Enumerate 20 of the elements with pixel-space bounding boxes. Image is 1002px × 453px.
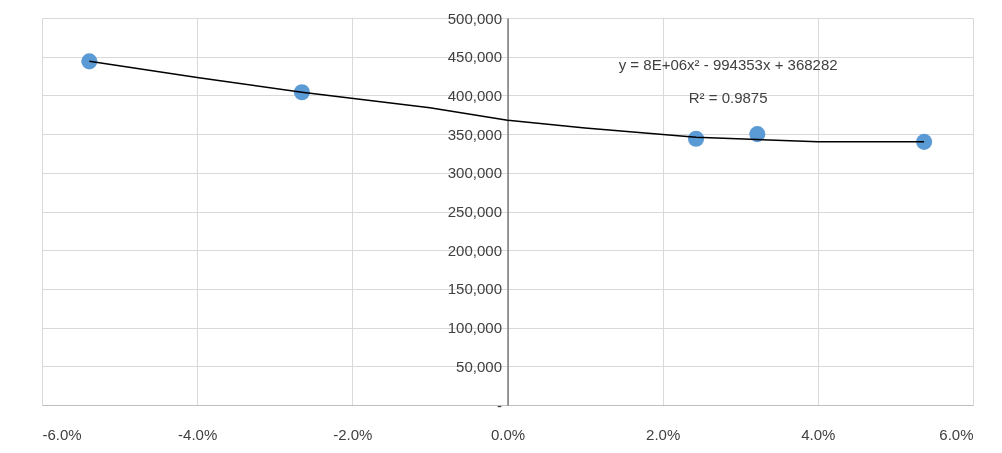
x-tick-label: 6.0%: [939, 425, 974, 443]
y-tick-label: 450,000: [447, 48, 502, 66]
y-tick-label: 200,000: [447, 241, 502, 259]
y-tick-label: -: [497, 396, 502, 414]
y-tick-label: 300,000: [447, 164, 502, 182]
y-tick-label: 100,000: [447, 319, 502, 337]
y-tick-label: 400,000: [447, 86, 502, 104]
annotation: R² = 0.9875: [688, 89, 768, 106]
y-tick-label: 350,000: [447, 125, 502, 143]
x-tick-label: -2.0%: [333, 425, 373, 443]
x-tick-label: -6.0%: [42, 425, 82, 443]
x-tick-label: 0.0%: [490, 425, 526, 443]
y-tick-label: 150,000: [447, 280, 502, 298]
x-tick-label: -4.0%: [178, 425, 218, 443]
annotation: y = 8E+06x² - 994353x + 368282: [618, 56, 838, 73]
y-tick-label: 500,000: [447, 9, 502, 27]
x-tick-label: 4.0%: [801, 425, 836, 443]
y-tick-label: 250,000: [447, 203, 502, 220]
y-tick-label: 50,000: [456, 357, 502, 375]
x-tick-label: 2.0%: [646, 425, 681, 443]
